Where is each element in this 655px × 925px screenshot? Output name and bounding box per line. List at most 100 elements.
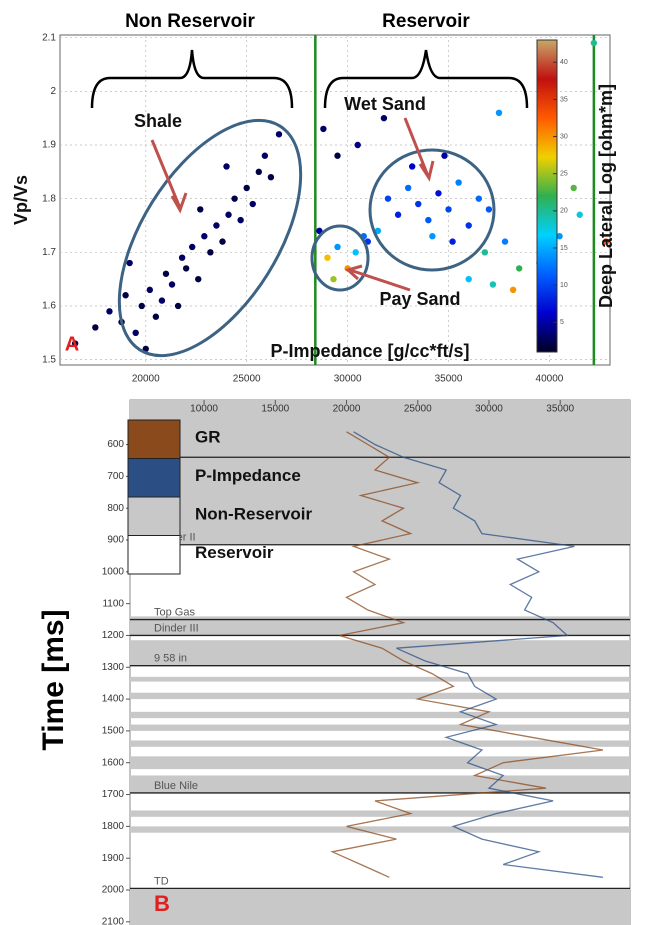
y-tick-label: 1600 [102, 757, 125, 768]
non-reservoir-zone [130, 400, 630, 545]
point [455, 179, 462, 186]
y-tick-label: 1300 [102, 662, 125, 673]
point [425, 216, 432, 224]
point [92, 324, 99, 331]
y-axis-label: Vp/Vs [11, 175, 31, 225]
panel-b [126, 399, 631, 925]
point [106, 308, 113, 315]
colorbar [536, 39, 558, 353]
legend-label: Non-Reservoir [195, 504, 313, 523]
point [207, 249, 214, 256]
point [602, 238, 610, 245]
shale-ellipse [117, 118, 303, 358]
point [475, 195, 483, 202]
y-tick-label: 2100 [102, 916, 125, 925]
colorbar-tick-label: 15 [560, 245, 568, 252]
pay-sand-ellipse [310, 224, 370, 292]
arrow [344, 264, 411, 292]
point [556, 233, 563, 240]
non-reservoir-zone [130, 640, 630, 666]
arrow [150, 139, 188, 214]
point [71, 340, 79, 347]
y-tick-label: 600 [107, 439, 124, 450]
point [409, 163, 416, 170]
point [485, 206, 493, 213]
non-reservoir-zone [130, 692, 630, 700]
y-tick-label: 700 [107, 471, 124, 482]
point [489, 281, 497, 288]
annotation: Pay Sand [379, 289, 460, 309]
log-curve [330, 431, 604, 878]
colorbar-tick-label: 20 [560, 208, 568, 215]
annotation: Non Reservoir [125, 11, 255, 32]
non-reservoir-zone [130, 711, 630, 719]
colorbar-tick-label: 35 [560, 96, 568, 103]
point [384, 195, 392, 202]
non-reservoir-zone [130, 724, 630, 731]
y-tick-label: 900 [107, 535, 124, 546]
plot-frame [59, 34, 611, 366]
colorbar-tick-label: 5 [560, 319, 564, 326]
horizon-label: 9 58 in [154, 653, 187, 665]
point [142, 345, 149, 353]
point [435, 190, 442, 197]
point [243, 184, 250, 192]
brace [323, 49, 529, 109]
point [261, 152, 269, 159]
non-reservoir-zone [130, 810, 630, 817]
y-tick-label: 800 [107, 503, 124, 514]
colorbar-tick-label: 30 [560, 133, 568, 140]
y-tick-label: 1800 [102, 821, 125, 832]
point [394, 211, 402, 218]
x-tick-label: 25000 [404, 404, 432, 415]
x-tick-label: 25000 [233, 374, 261, 385]
annotation: Reservoir [382, 11, 470, 32]
point [201, 233, 208, 240]
point [223, 163, 230, 170]
y-tick-label: 1000 [102, 566, 125, 577]
point [324, 254, 331, 261]
panel-label: B [154, 891, 170, 916]
point [449, 238, 456, 245]
x-tick-label: 35000 [435, 374, 463, 385]
x-tick-label: 15000 [261, 404, 289, 415]
arrow [403, 117, 435, 182]
colorbar-label: Deep Lateral Log [ohm*m] [596, 84, 616, 308]
horizon-label: Top Gas [154, 606, 195, 618]
point [404, 184, 412, 192]
point [334, 152, 341, 159]
brace [90, 49, 294, 109]
wet-sand-ellipse [368, 148, 496, 272]
non-reservoir-zone [130, 740, 630, 747]
legend-label: Reservoir [195, 543, 274, 562]
point [570, 184, 577, 192]
x-tick-label: 20000 [333, 404, 361, 415]
x-tick-label: 30000 [475, 404, 503, 415]
point [249, 200, 256, 208]
log-curve [353, 431, 603, 878]
point [189, 243, 196, 251]
point [122, 292, 129, 299]
y-tick-label: 1.8 [42, 193, 56, 204]
point [465, 275, 472, 283]
point [275, 131, 283, 138]
point [168, 281, 176, 288]
non-reservoir-zone [130, 775, 630, 793]
panel-a [59, 34, 611, 366]
non-reservoir-zone [130, 756, 630, 770]
legend-swatch [127, 458, 181, 498]
y-tick-label: 1900 [102, 853, 125, 864]
point [330, 275, 337, 283]
x-tick-label: 30000 [334, 374, 362, 385]
point [178, 254, 186, 261]
horizon-label: Dinder III [154, 622, 199, 634]
point [182, 265, 190, 272]
y-tick-label: 2 [50, 86, 56, 97]
point [231, 195, 238, 202]
point [162, 270, 170, 277]
point [174, 302, 182, 310]
x-tick-label: 20000 [132, 374, 160, 385]
point [429, 233, 436, 240]
non-reservoir-zone [130, 826, 630, 833]
